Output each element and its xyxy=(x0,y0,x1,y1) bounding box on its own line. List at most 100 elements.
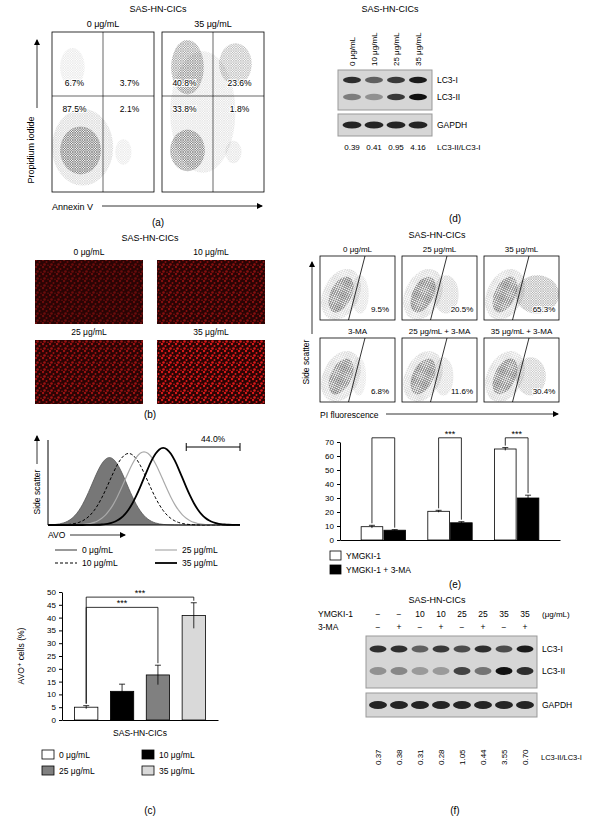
gate-line xyxy=(186,443,240,451)
lane-label: 35 μg/mL xyxy=(414,32,423,66)
row-label: YMGKI-1 xyxy=(318,609,353,619)
gate-line xyxy=(349,256,366,320)
fluorescence-signal xyxy=(35,260,143,324)
axis-arrow xyxy=(37,436,38,464)
tick-label: 60 xyxy=(325,452,334,461)
bars xyxy=(75,603,206,720)
lane-value: + xyxy=(523,622,528,632)
tick-label: 45 xyxy=(47,601,56,610)
band xyxy=(516,701,534,709)
bar xyxy=(361,527,383,540)
significance-label: *** xyxy=(511,429,522,439)
cell-dots xyxy=(352,275,369,313)
band xyxy=(517,667,534,675)
tick-mark xyxy=(59,694,62,695)
blot xyxy=(338,114,432,136)
band-label: LC3-I xyxy=(542,644,563,654)
tick: 35 xyxy=(47,626,62,635)
tick-label: 0 xyxy=(330,536,335,545)
bar-chart: 010203040506070******YMGKI-1YMGKI-1 + 3-… xyxy=(325,429,560,575)
tick: 20 xyxy=(325,508,340,517)
gate-value: 30.4% xyxy=(533,387,556,396)
band xyxy=(495,701,513,709)
fluorescence-signal xyxy=(157,340,265,404)
axis-title: PI fluorescence xyxy=(320,410,379,420)
panel-label: (e) xyxy=(449,579,461,590)
band xyxy=(433,667,450,675)
band xyxy=(409,94,427,100)
ratio-value: 1.05 xyxy=(458,749,467,765)
tick-label: 30 xyxy=(47,639,56,648)
gate-value: 20.5% xyxy=(451,305,474,314)
tick: 5 xyxy=(52,703,62,712)
significance-bracket xyxy=(86,597,194,704)
band xyxy=(412,667,429,675)
band xyxy=(454,646,471,653)
fluorescence-image xyxy=(157,340,265,404)
plot-frame xyxy=(162,32,264,192)
tick: 30 xyxy=(47,639,62,648)
ratio-label: LC3-II/LC3-I xyxy=(541,753,582,762)
legend-line xyxy=(155,549,177,550)
band xyxy=(496,646,513,653)
axis-line xyxy=(341,540,561,541)
significance-label: *** xyxy=(117,598,128,608)
legend-label: 25 μg/mL xyxy=(59,766,95,776)
ratio-value: 0.38 xyxy=(395,749,404,765)
panel-e: SAS-HN-CICs0 μg/mL9.5%25 μg/mL20.5%35 μg… xyxy=(301,230,559,420)
legend-label: 0 μg/mL xyxy=(82,545,113,555)
error-bar xyxy=(458,522,464,524)
band xyxy=(475,646,492,653)
tick-label: 20 xyxy=(47,665,56,674)
histogram-curve xyxy=(48,452,240,525)
histogram-curve xyxy=(48,458,240,525)
tick: 15 xyxy=(47,678,62,687)
band xyxy=(370,667,387,675)
blot xyxy=(338,70,432,110)
panel-title: SAS-HN-CICs xyxy=(121,233,179,243)
ratio-value: 0.31 xyxy=(416,749,425,765)
band-label: LC3-II xyxy=(437,92,460,102)
ratio-value: 0.70 xyxy=(521,749,530,765)
lane-value: 10 xyxy=(436,609,446,619)
tick: 50 xyxy=(325,466,340,475)
quadrant-value: 40.8% xyxy=(172,78,197,88)
quadrant-line xyxy=(213,32,214,192)
tick-mark xyxy=(59,682,62,683)
tick-label: 50 xyxy=(325,466,334,475)
fluorescence-image xyxy=(35,260,143,324)
blot xyxy=(366,693,537,717)
y-axis: 010203040506070 xyxy=(325,438,340,545)
x-axis xyxy=(63,720,219,721)
legend-line xyxy=(55,562,77,563)
panel-c-histogram: 44.0%Side scatterAVO0 μg/mL10 μg/mL25 μg… xyxy=(32,434,240,568)
legend-swatch xyxy=(42,750,54,759)
legend-swatch xyxy=(42,766,54,775)
significance-bracket xyxy=(86,607,158,703)
tick-mark xyxy=(59,669,62,670)
band xyxy=(475,667,492,675)
plot-frame xyxy=(52,32,154,192)
panel-title: SAS-HN-CICs xyxy=(361,4,419,14)
ratio-value: 0.28 xyxy=(437,749,446,765)
legend-label: 35 μg/mL xyxy=(182,558,218,568)
lane-label: 10 μg/mL xyxy=(370,32,379,66)
legend-swatch xyxy=(142,766,154,775)
error-bar xyxy=(502,448,508,451)
legend-label: YMGKI-1 xyxy=(346,551,381,561)
axis-title: Side scatter xyxy=(32,469,42,514)
tick-label: 25 xyxy=(47,652,56,661)
tick: 40 xyxy=(47,614,62,623)
tick-label: 10 xyxy=(47,690,56,699)
tick-label: 35 xyxy=(47,626,56,635)
lane-value: 25 xyxy=(478,609,488,619)
unit-label: (μg/mL) xyxy=(542,610,570,619)
lane-value: − xyxy=(376,609,381,619)
quadrant-line xyxy=(162,96,264,97)
ratio-value: 0.39 xyxy=(344,143,360,152)
error-bar xyxy=(392,530,398,531)
image-title: 10 μg/mL xyxy=(193,247,229,257)
tick: 50 xyxy=(47,588,62,597)
bar xyxy=(384,530,406,540)
band xyxy=(343,94,361,100)
